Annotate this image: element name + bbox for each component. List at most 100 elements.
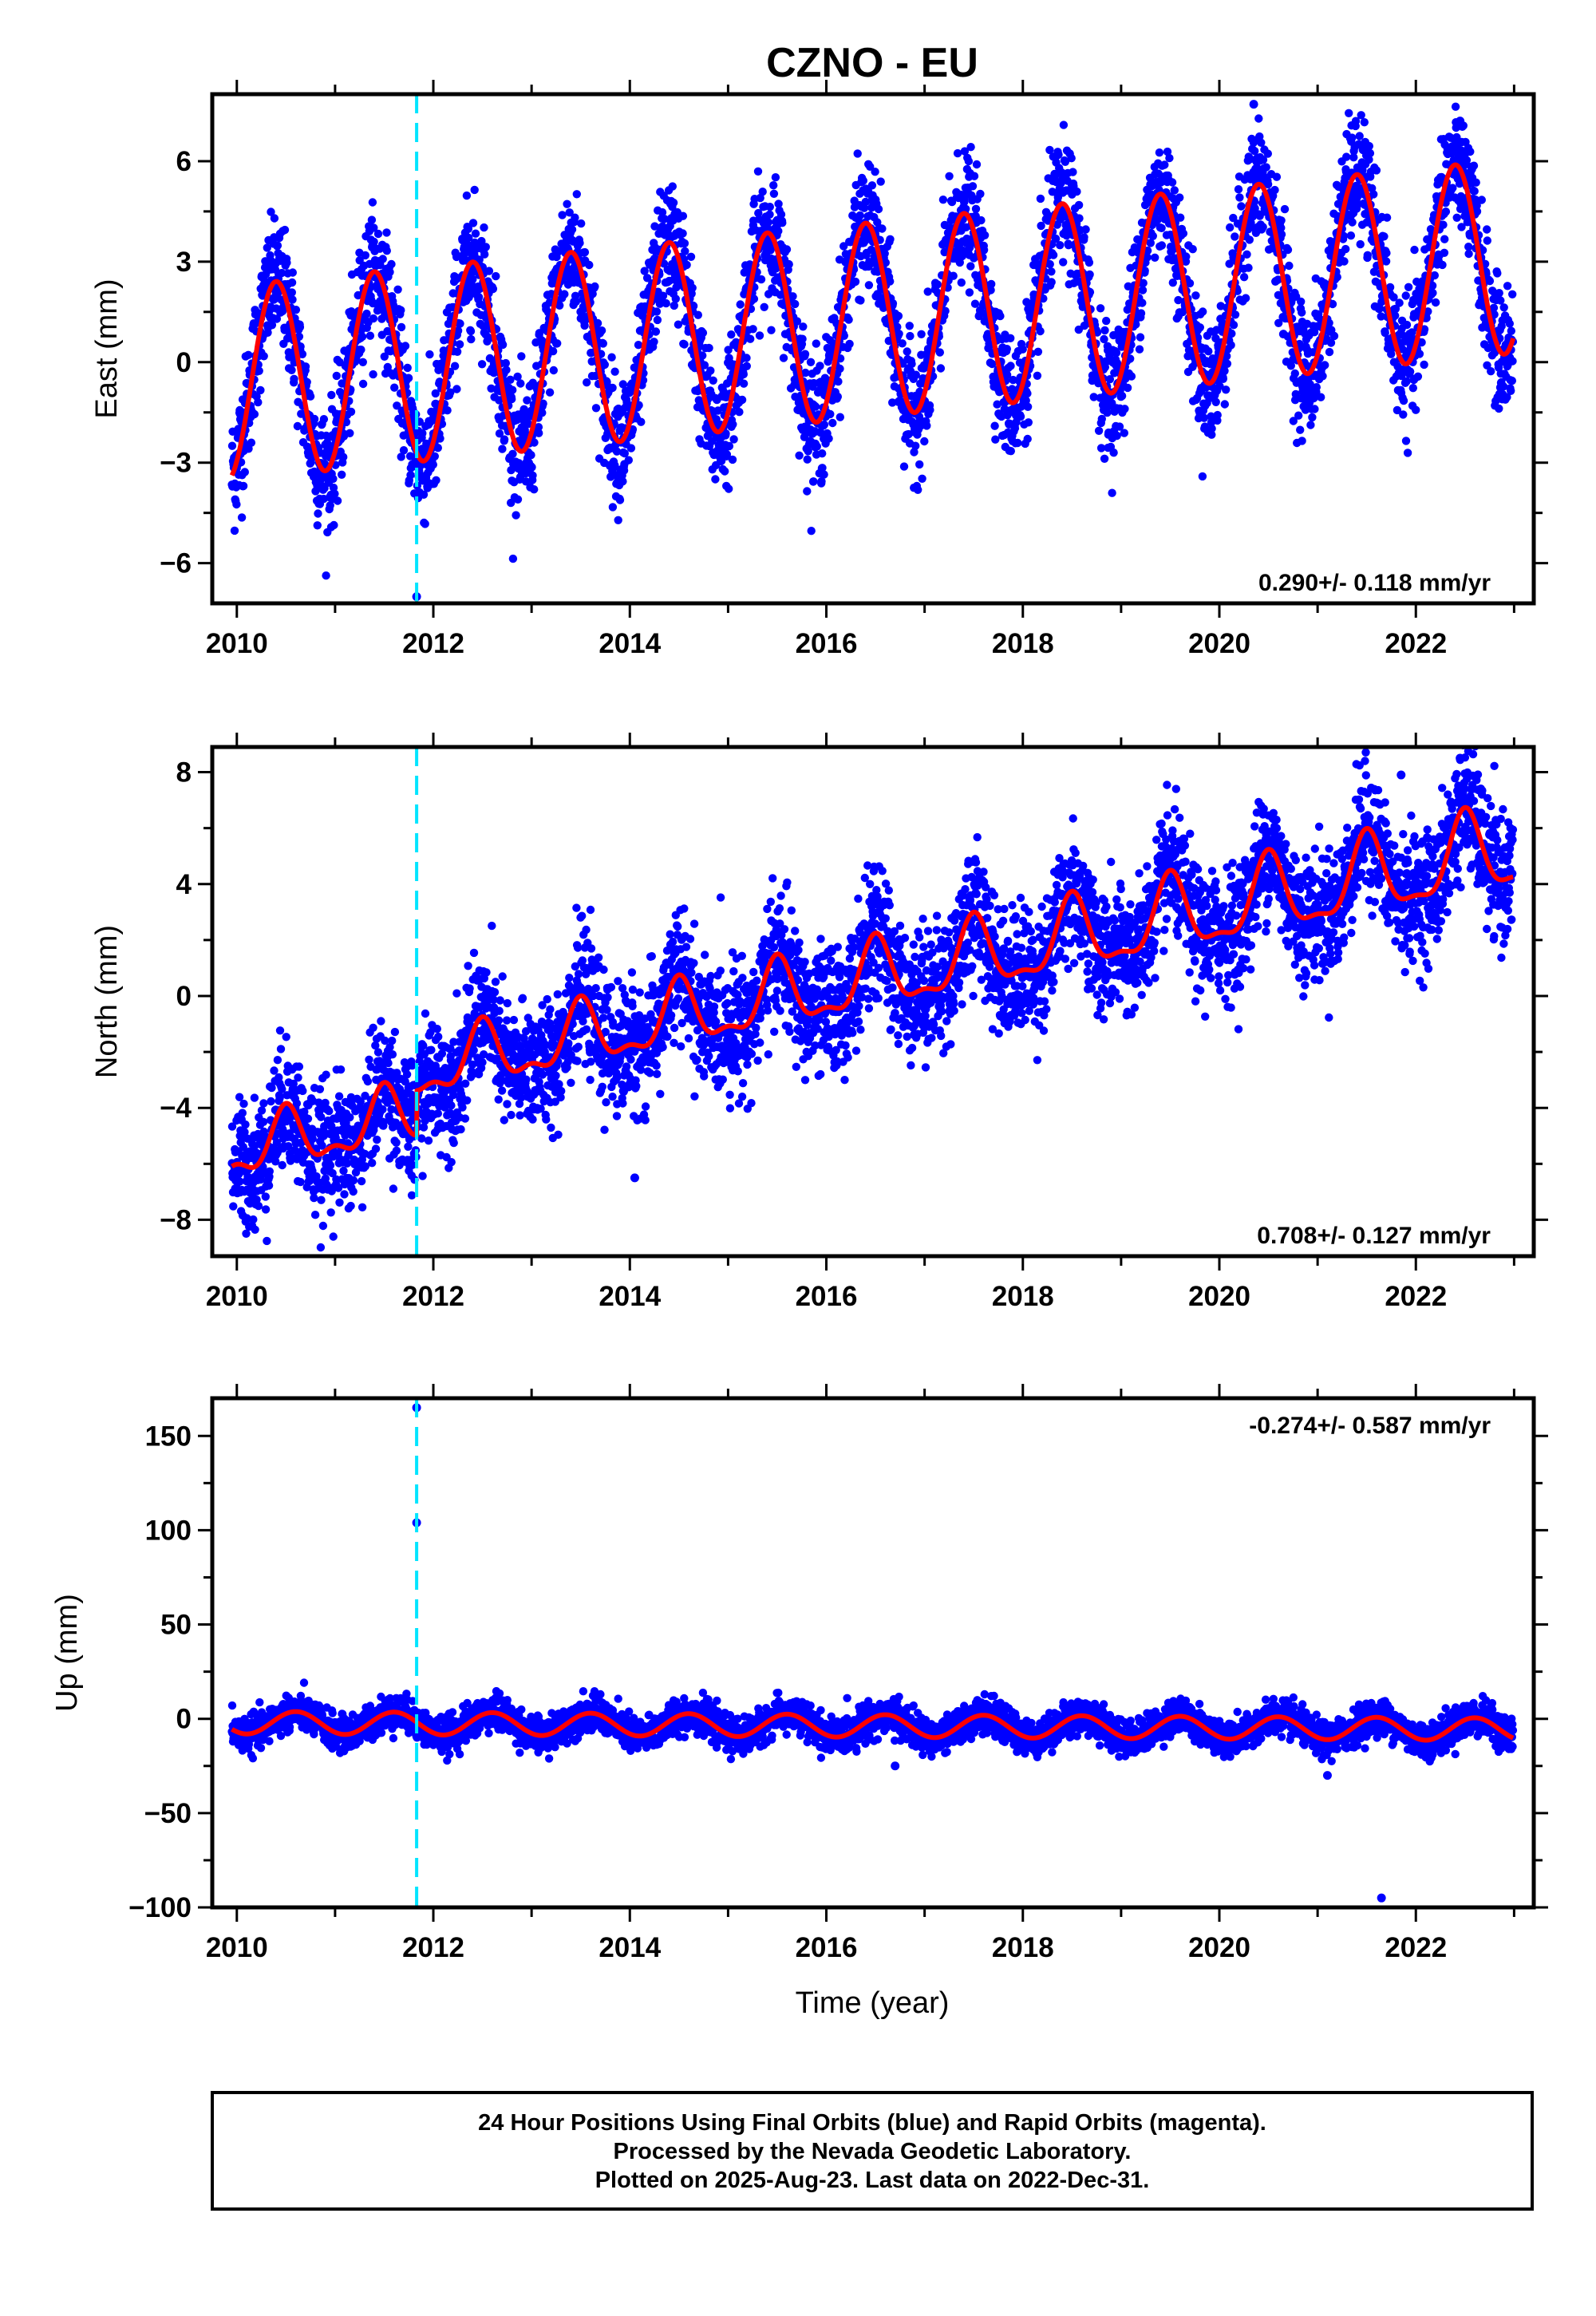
data-point xyxy=(1175,193,1184,202)
data-point xyxy=(1380,232,1389,241)
data-point xyxy=(250,1093,259,1102)
data-point xyxy=(1023,434,1032,444)
data-point xyxy=(980,231,990,239)
x-tick-label: 2016 xyxy=(796,628,858,659)
data-point xyxy=(698,351,707,360)
data-point xyxy=(977,215,986,225)
data-point xyxy=(1483,236,1492,245)
data-point xyxy=(508,554,518,563)
data-point xyxy=(1033,371,1042,380)
data-point xyxy=(1085,270,1094,279)
data-point xyxy=(492,271,500,281)
data-point xyxy=(1472,178,1480,187)
data-point xyxy=(1364,85,1372,93)
data-point xyxy=(481,243,490,251)
data-point xyxy=(1155,148,1164,157)
data-point xyxy=(480,223,488,232)
data-point xyxy=(406,471,415,480)
data-point xyxy=(373,229,383,239)
data-point xyxy=(1157,241,1167,250)
data-point xyxy=(302,377,311,386)
data-point xyxy=(938,196,948,204)
data-point xyxy=(1329,331,1339,341)
x-tick-label: 2018 xyxy=(992,628,1054,659)
data-point xyxy=(571,213,579,222)
data-point xyxy=(1160,160,1169,169)
data-point xyxy=(1428,288,1437,298)
data-point xyxy=(254,397,263,407)
data-point xyxy=(1310,405,1319,413)
data-point xyxy=(393,285,402,294)
data-point xyxy=(945,172,954,180)
data-point xyxy=(811,402,820,411)
data-point xyxy=(369,237,378,247)
data-point xyxy=(1223,359,1232,368)
data-point xyxy=(1420,360,1428,370)
data-point xyxy=(618,477,627,486)
data-point xyxy=(580,321,589,330)
data-point xyxy=(914,485,922,494)
data-point xyxy=(1036,194,1045,204)
data-point xyxy=(1439,220,1448,229)
data-point xyxy=(1231,232,1239,241)
data-point xyxy=(232,500,241,509)
data-point xyxy=(1451,102,1460,111)
data-point xyxy=(758,188,767,196)
data-point xyxy=(1109,449,1118,457)
data-point xyxy=(1135,345,1144,354)
data-point xyxy=(464,233,473,243)
data-point xyxy=(1440,248,1449,257)
data-point xyxy=(1016,412,1025,421)
data-point xyxy=(1100,454,1109,463)
data-point xyxy=(637,417,646,426)
data-point xyxy=(432,476,440,484)
data-point xyxy=(1306,421,1315,429)
data-point xyxy=(803,455,812,464)
data-point xyxy=(923,287,932,296)
data-point xyxy=(480,250,489,259)
data-point xyxy=(936,364,946,373)
data-point xyxy=(436,434,444,443)
data-point xyxy=(1084,258,1094,267)
data-point xyxy=(725,441,734,451)
data-point xyxy=(816,362,824,370)
data-point xyxy=(1023,402,1033,411)
data-point xyxy=(488,284,498,294)
data-point xyxy=(1207,424,1216,433)
data-point xyxy=(966,262,975,271)
data-point xyxy=(600,360,609,370)
data-point xyxy=(1204,347,1213,356)
data-points xyxy=(227,747,1518,1252)
data-point xyxy=(1381,257,1391,266)
data-point xyxy=(826,409,835,419)
data-point xyxy=(1493,269,1502,278)
data-point xyxy=(265,1167,274,1176)
data-point xyxy=(338,470,346,479)
data-point xyxy=(261,1192,270,1201)
data-point xyxy=(688,283,697,292)
data-point xyxy=(820,420,829,429)
data-point xyxy=(760,302,768,311)
data-point xyxy=(598,339,607,348)
data-point xyxy=(871,168,879,176)
data-point xyxy=(585,260,594,270)
data-point xyxy=(874,204,883,214)
data-point xyxy=(1127,372,1136,381)
data-point xyxy=(267,321,277,330)
data-point xyxy=(310,414,319,424)
data-point xyxy=(500,435,509,444)
data-point xyxy=(991,435,1000,444)
data-point xyxy=(456,319,464,328)
data-point xyxy=(1487,367,1495,376)
data-point xyxy=(800,350,810,358)
data-point xyxy=(1045,259,1054,269)
data-point xyxy=(241,1120,250,1129)
data-point xyxy=(403,363,412,373)
data-point xyxy=(795,451,804,460)
data-point xyxy=(229,1202,238,1211)
data-point xyxy=(1231,310,1240,319)
data-point xyxy=(251,1225,259,1235)
data-point xyxy=(1198,472,1207,481)
data-point xyxy=(527,463,536,472)
data-point xyxy=(739,370,748,379)
